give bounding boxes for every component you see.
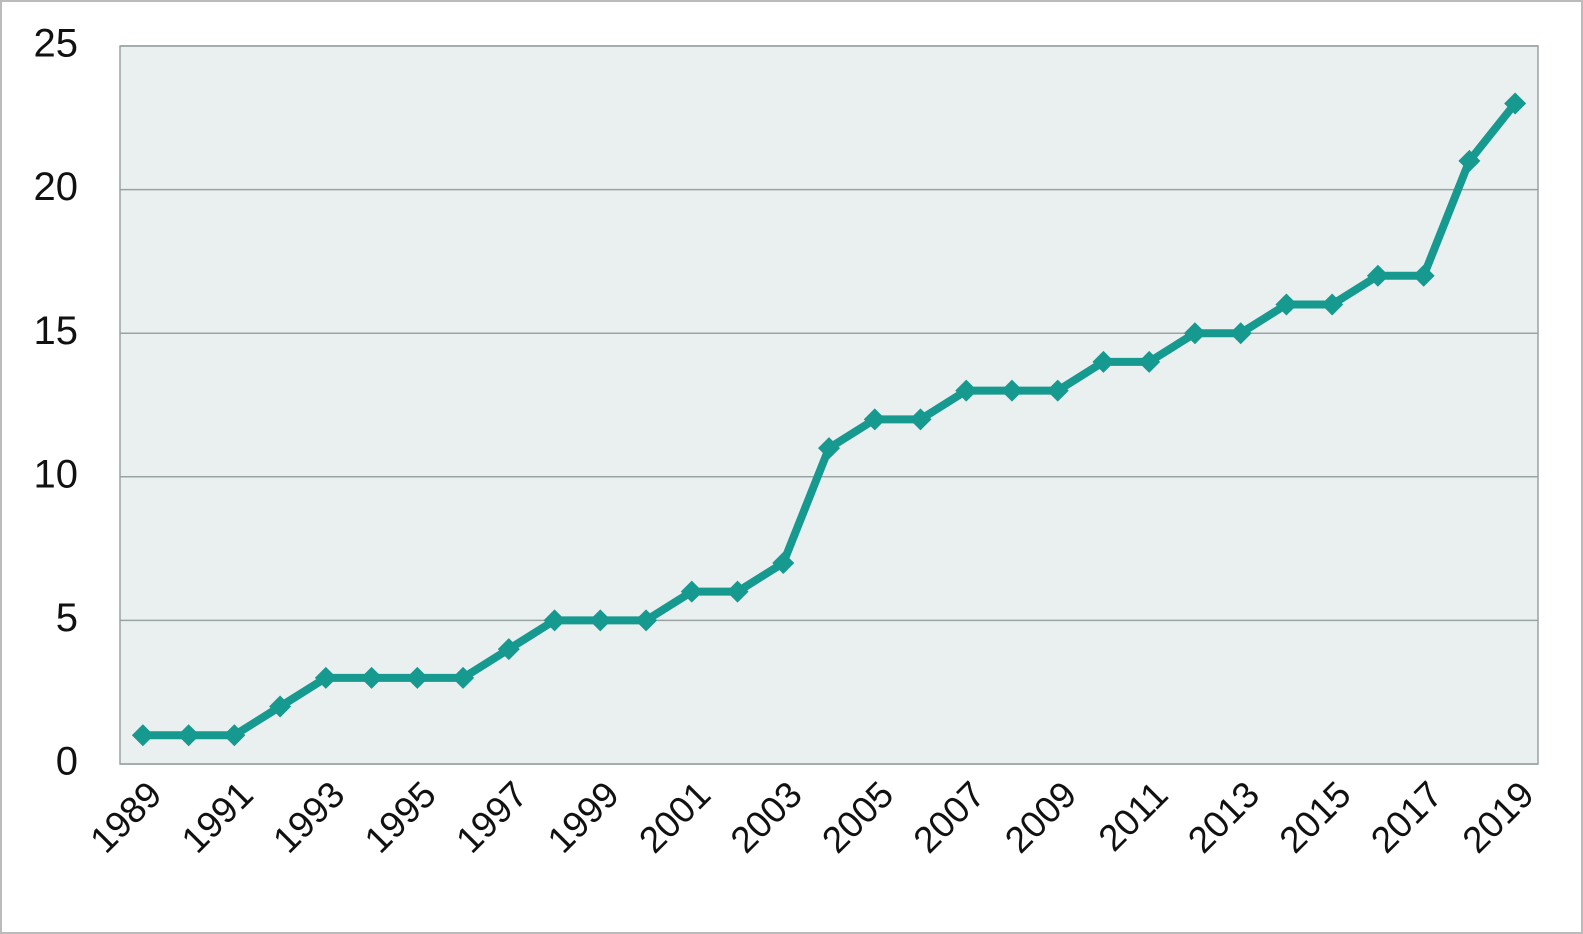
- marker: [818, 437, 840, 460]
- y-tick-label: 20: [34, 165, 79, 209]
- y-tick-label: 10: [34, 452, 79, 496]
- marker: [909, 408, 932, 431]
- marker: [1092, 350, 1115, 373]
- marker: [1366, 264, 1389, 287]
- marker: [1412, 264, 1435, 287]
- marker: [726, 580, 749, 603]
- y-tick-label: 25: [34, 22, 79, 66]
- marker: [772, 551, 795, 574]
- y-tick-label: 15: [34, 309, 79, 353]
- marker: [406, 666, 429, 689]
- marker: [680, 580, 703, 603]
- marker: [131, 724, 154, 747]
- plot-area: [119, 45, 1539, 765]
- marker: [543, 609, 566, 632]
- marker: [269, 695, 292, 718]
- marker: [497, 638, 520, 661]
- marker: [452, 666, 475, 689]
- marker: [863, 408, 886, 431]
- marker: [635, 609, 658, 632]
- marker: [1138, 350, 1161, 373]
- marker: [360, 666, 383, 689]
- marker: [589, 609, 612, 632]
- marker: [177, 724, 200, 747]
- marker: [1504, 92, 1527, 115]
- marker: [314, 666, 337, 689]
- y-tick-label: 5: [56, 596, 78, 640]
- marker: [1321, 293, 1344, 316]
- y-tick-label: 0: [56, 740, 78, 784]
- marker: [1458, 149, 1481, 172]
- marker: [223, 724, 246, 747]
- marker: [1275, 293, 1298, 316]
- marker: [1046, 379, 1069, 402]
- marker: [955, 379, 978, 402]
- marker: [1229, 322, 1252, 345]
- marker: [1000, 379, 1023, 402]
- marker: [1183, 322, 1206, 345]
